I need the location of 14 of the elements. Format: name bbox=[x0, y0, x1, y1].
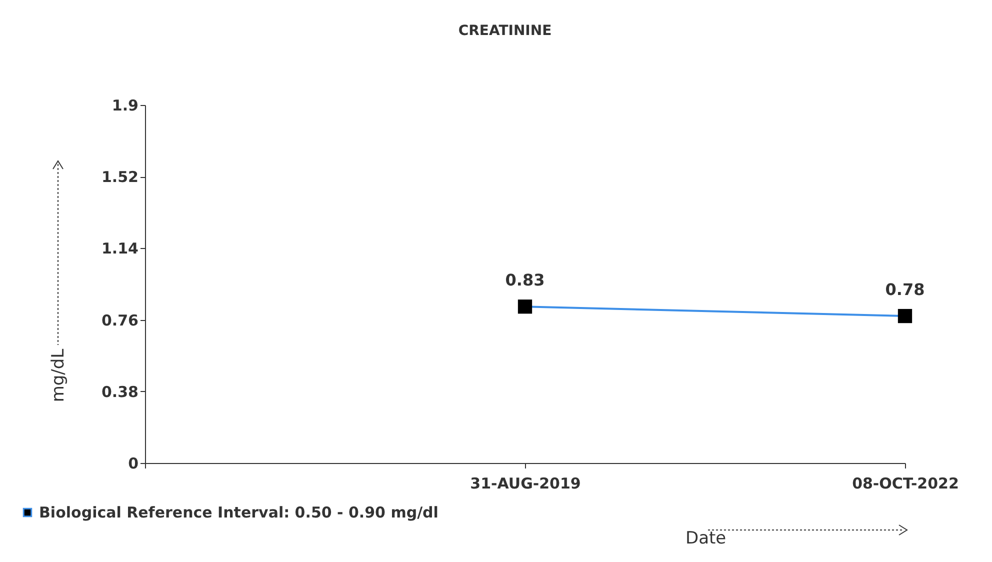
y-tick-label: 1.52 bbox=[101, 168, 138, 186]
legend-label: Biological Reference Interval: 0.50 - 0.90 mg/dl bbox=[39, 504, 438, 522]
chart-title: CREATININE bbox=[458, 23, 552, 39]
data-label: 0.78 bbox=[885, 280, 925, 300]
data-label: 0.83 bbox=[505, 270, 545, 290]
x-tick-label: 08-OCT-2022 bbox=[852, 474, 959, 492]
y-tick-label: 1.9 bbox=[112, 96, 138, 114]
x-tick-label: 31-AUG-2019 bbox=[470, 474, 581, 492]
y-tick-label: 0.76 bbox=[101, 311, 138, 330]
x-axis-title: Date bbox=[686, 528, 726, 548]
y-tick-label: 0 bbox=[128, 454, 138, 472]
y-axis-title: mg/dL bbox=[48, 348, 68, 402]
y-tick-label: 1.14 bbox=[101, 240, 138, 258]
y-tick-label: 0.38 bbox=[101, 382, 138, 401]
